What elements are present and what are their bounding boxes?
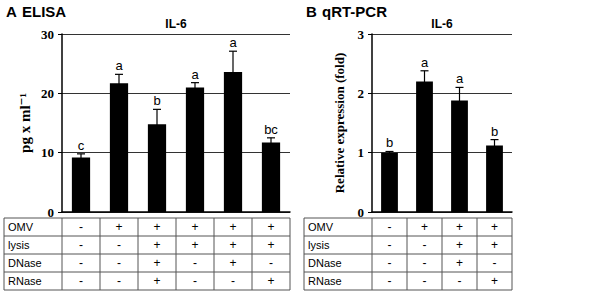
svg-text:+: + bbox=[153, 238, 160, 252]
svg-text:0: 0 bbox=[358, 205, 365, 220]
svg-text:+: + bbox=[267, 274, 274, 288]
svg-text:lysis: lysis bbox=[308, 239, 330, 251]
svg-text:IL-6: IL-6 bbox=[431, 17, 453, 31]
svg-text:30: 30 bbox=[41, 27, 54, 42]
svg-text:+: + bbox=[456, 256, 463, 270]
svg-text:DNase: DNase bbox=[8, 257, 42, 269]
svg-text:-: - bbox=[458, 274, 462, 288]
svg-text:IL-6: IL-6 bbox=[165, 17, 187, 31]
svg-text:RNase: RNase bbox=[8, 275, 42, 287]
svg-text:-: - bbox=[117, 256, 121, 270]
svg-text:b: b bbox=[491, 124, 498, 139]
svg-text:0: 0 bbox=[48, 205, 55, 220]
svg-text:-: - bbox=[388, 256, 392, 270]
svg-text:-: - bbox=[423, 274, 427, 288]
svg-text:+: + bbox=[115, 220, 122, 234]
svg-text:+: + bbox=[191, 220, 198, 234]
svg-text:OMV: OMV bbox=[308, 221, 334, 233]
svg-text:c: c bbox=[78, 138, 85, 153]
svg-text:+: + bbox=[491, 274, 498, 288]
svg-text:b: b bbox=[153, 93, 160, 108]
svg-text:3: 3 bbox=[358, 27, 365, 42]
svg-text:-: - bbox=[79, 256, 83, 270]
svg-text:lysis: lysis bbox=[8, 239, 30, 251]
svg-text:a: a bbox=[229, 35, 237, 50]
svg-text:-: - bbox=[388, 220, 392, 234]
svg-text:-: - bbox=[269, 256, 273, 270]
svg-text:+: + bbox=[456, 220, 463, 234]
svg-text:-: - bbox=[193, 256, 197, 270]
svg-text:-: - bbox=[79, 274, 83, 288]
svg-text:-: - bbox=[117, 238, 121, 252]
svg-text:a: a bbox=[456, 71, 464, 86]
svg-text:-: - bbox=[423, 256, 427, 270]
svg-text:ELISA: ELISA bbox=[22, 3, 66, 20]
svg-text:Relative expression (fold): Relative expression (fold) bbox=[332, 53, 347, 194]
svg-text:pg x ml⁻¹: pg x ml⁻¹ bbox=[17, 93, 33, 153]
svg-text:qRT-PCR: qRT-PCR bbox=[322, 3, 387, 20]
svg-text:a: a bbox=[191, 67, 199, 82]
svg-text:+: + bbox=[153, 220, 160, 234]
svg-text:-: - bbox=[231, 274, 235, 288]
svg-text:a: a bbox=[421, 55, 429, 70]
svg-text:+: + bbox=[456, 238, 463, 252]
svg-text:+: + bbox=[153, 256, 160, 270]
svg-text:-: - bbox=[117, 274, 121, 288]
svg-text:DNase: DNase bbox=[308, 257, 342, 269]
svg-text:-: - bbox=[493, 256, 497, 270]
svg-text:-: - bbox=[193, 274, 197, 288]
svg-text:-: - bbox=[388, 238, 392, 252]
svg-text:1: 1 bbox=[358, 145, 365, 160]
svg-text:B: B bbox=[306, 3, 317, 20]
svg-text:bc: bc bbox=[264, 122, 278, 137]
svg-text:+: + bbox=[229, 220, 236, 234]
svg-text:-: - bbox=[423, 238, 427, 252]
svg-text:a: a bbox=[115, 58, 123, 73]
svg-text:+: + bbox=[229, 256, 236, 270]
svg-text:20: 20 bbox=[41, 86, 54, 101]
svg-text:+: + bbox=[267, 238, 274, 252]
svg-text:A: A bbox=[6, 3, 17, 20]
svg-text:+: + bbox=[267, 220, 274, 234]
svg-text:2: 2 bbox=[358, 86, 365, 101]
svg-text:+: + bbox=[191, 238, 198, 252]
svg-text:RNase: RNase bbox=[308, 275, 342, 287]
svg-text:-: - bbox=[79, 220, 83, 234]
svg-text:+: + bbox=[491, 238, 498, 252]
svg-text:-: - bbox=[79, 238, 83, 252]
svg-text:10: 10 bbox=[41, 145, 54, 160]
svg-text:+: + bbox=[153, 274, 160, 288]
svg-text:+: + bbox=[421, 220, 428, 234]
svg-text:+: + bbox=[491, 220, 498, 234]
svg-text:-: - bbox=[388, 274, 392, 288]
svg-text:+: + bbox=[229, 238, 236, 252]
svg-text:OMV: OMV bbox=[8, 221, 34, 233]
svg-text:b: b bbox=[386, 135, 393, 150]
